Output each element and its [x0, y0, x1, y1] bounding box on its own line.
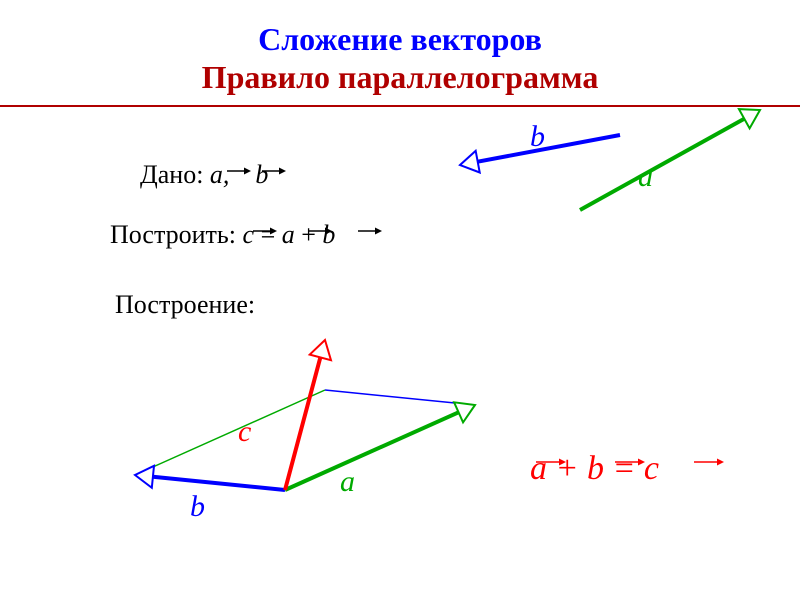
given-b: b: [255, 160, 268, 189]
eq-plus: +: [556, 450, 587, 487]
eq-b: b: [587, 450, 604, 487]
build-c: c: [243, 220, 255, 249]
given-row: Дано: a, b: [140, 160, 268, 190]
given-prefix: Дано:: [140, 160, 210, 189]
build-eq: =: [261, 220, 282, 249]
eq-c: c: [644, 450, 659, 487]
build-plus: +: [301, 220, 322, 249]
label-a-bottom: a: [340, 465, 355, 499]
eq-eq: =: [612, 450, 635, 487]
build-b: b: [322, 220, 335, 249]
eq-a: a: [530, 450, 547, 487]
given-a: a,: [210, 160, 230, 189]
divider: [0, 105, 800, 107]
title-line1: Сложение векторов: [0, 20, 800, 58]
label-a-top: a: [638, 160, 653, 194]
title-block: Сложение векторов Правило параллелограмм…: [0, 20, 800, 97]
build-row: Построить: c = a + b: [110, 220, 335, 250]
build-a: a: [282, 220, 295, 249]
equation-row: a + b = c: [530, 450, 659, 488]
construction-label: Построение:: [115, 290, 255, 319]
label-c-bottom: c: [238, 415, 251, 449]
construction-row: Построение:: [115, 290, 255, 320]
label-b-top: b: [530, 120, 545, 154]
label-b-bottom: b: [190, 490, 205, 524]
build-prefix: Построить:: [110, 220, 243, 249]
title-line2: Правило параллелограмма: [0, 58, 800, 96]
